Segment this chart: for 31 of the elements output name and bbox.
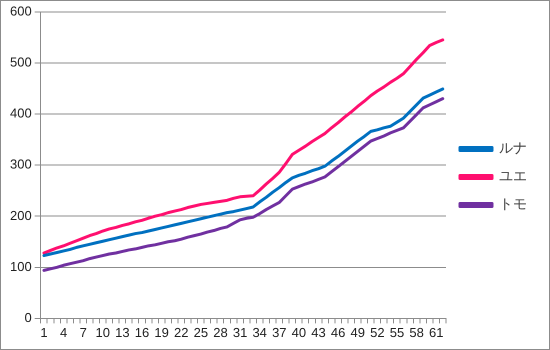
x-tick-label: 46 xyxy=(330,324,346,340)
legend-label: トモ xyxy=(499,196,527,213)
x-tick-label: 10 xyxy=(96,324,110,340)
x-tick-label: 55 xyxy=(390,324,404,340)
legend-label: ルナ xyxy=(499,140,527,157)
x-tick-label: 7 xyxy=(80,324,87,340)
legend-label: ユエ xyxy=(499,168,527,185)
x-tick-label: 1 xyxy=(40,324,48,340)
x-tick-label: 58 xyxy=(409,324,424,340)
x-tick-label: 13 xyxy=(115,324,130,340)
x-tick-label: 31 xyxy=(232,324,248,340)
y-tick-label: 400 xyxy=(10,106,32,121)
y-tick-label: 0 xyxy=(24,310,32,325)
y-tick-label: 200 xyxy=(10,208,32,223)
x-tick-label: 16 xyxy=(134,324,150,340)
y-tick-label: 100 xyxy=(10,258,32,274)
y-tick-label: 300 xyxy=(10,156,32,172)
y-tick-label: 600 xyxy=(10,3,32,18)
x-tick-label: 19 xyxy=(154,324,169,340)
x-tick-label: 52 xyxy=(370,324,385,340)
x-tick-label: 34 xyxy=(252,324,267,340)
x-tick-label: 37 xyxy=(272,324,287,340)
x-tick-label: 25 xyxy=(194,324,208,340)
x-tick-label: 22 xyxy=(174,324,188,340)
x-tick-label: 43 xyxy=(311,324,326,340)
x-tick-label: 28 xyxy=(213,324,228,340)
y-tick-label: 500 xyxy=(10,54,32,70)
x-tick-label: 40 xyxy=(292,324,306,340)
x-tick-label: 49 xyxy=(350,324,365,340)
x-tick-label: 4 xyxy=(60,324,68,340)
x-tick-label: 61 xyxy=(428,324,444,340)
